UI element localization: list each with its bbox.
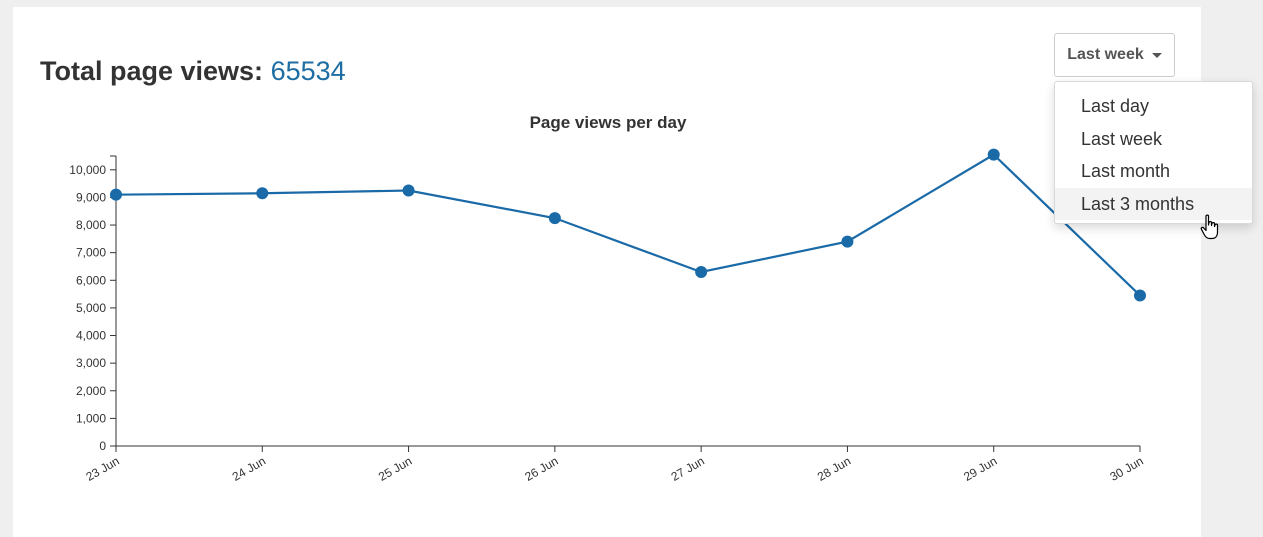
y-tick-label: 6,000 bbox=[76, 273, 106, 287]
total-page-views: Total page views: 65534 bbox=[40, 56, 346, 87]
data-point bbox=[695, 266, 708, 278]
range-option-last-month[interactable]: Last month bbox=[1081, 161, 1171, 181]
x-tick-label: 27 Jun bbox=[669, 454, 707, 484]
data-point bbox=[402, 184, 415, 197]
caret-down-icon bbox=[1151, 52, 1162, 58]
range-option-last-week[interactable]: Last week bbox=[1081, 128, 1163, 149]
data-point bbox=[548, 212, 561, 225]
y-tick-label: 2,000 bbox=[76, 384, 106, 398]
x-tick-label: 23 Jun bbox=[83, 454, 121, 484]
y-tick-label: 5,000 bbox=[76, 301, 106, 315]
range-dropdown-menu: Last day Last week Last month Last 3 mon… bbox=[1054, 81, 1253, 224]
data-point bbox=[110, 188, 122, 201]
x-tick-label: 30 Jun bbox=[1107, 454, 1145, 484]
x-tick-label: 28 Jun bbox=[815, 454, 853, 484]
x-tick-label: 25 Jun bbox=[376, 454, 414, 484]
data-point bbox=[987, 148, 1000, 161]
chart-title: Page views per day bbox=[530, 113, 687, 132]
range-select-button[interactable]: Last week bbox=[1054, 33, 1175, 77]
y-tick-label: 3,000 bbox=[76, 356, 106, 370]
y-tick-label: 8,000 bbox=[76, 218, 106, 232]
range-option-last-3-months[interactable]: Last 3 months bbox=[1055, 187, 1252, 220]
x-tick-label: 26 Jun bbox=[522, 454, 560, 484]
y-tick-label: 0 bbox=[99, 439, 106, 453]
page-views-panel bbox=[13, 7, 1201, 537]
total-page-views-label: Total page views: bbox=[40, 56, 264, 86]
y-tick-label: 4,000 bbox=[76, 329, 106, 343]
y-tick-label: 7,000 bbox=[76, 246, 106, 260]
x-tick-label: 29 Jun bbox=[961, 454, 999, 484]
y-tick-label: 10,000 bbox=[69, 163, 106, 177]
data-point bbox=[256, 187, 269, 200]
chart-axes: 0 1,000 2,000 3,000 4,000 5,000 6,000 7,000 8,00… bbox=[69, 155, 1146, 484]
range-option-last-day[interactable]: Last day bbox=[1081, 96, 1150, 116]
x-tick-label: 24 Jun bbox=[230, 454, 268, 484]
y-tick-label: 1,000 bbox=[76, 411, 106, 425]
series-line bbox=[115, 153, 1141, 297]
hand-pointer-cursor-icon bbox=[1200, 214, 1219, 240]
y-tick-label: 9,000 bbox=[76, 190, 106, 204]
chart-marks bbox=[110, 148, 1146, 302]
data-point bbox=[841, 235, 854, 248]
data-point bbox=[1134, 289, 1146, 302]
total-page-views-value: 65534 bbox=[270, 56, 346, 86]
range-select-label: Last week bbox=[1067, 46, 1144, 63]
